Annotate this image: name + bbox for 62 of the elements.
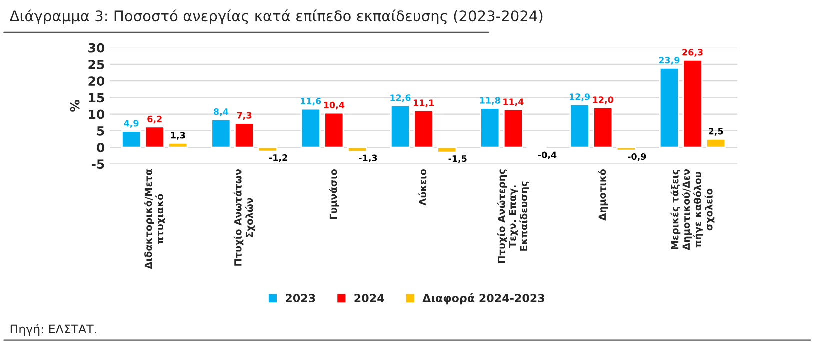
- y-tick-label: -5: [92, 160, 104, 170]
- x-tick-label: Μερικές τάξεις Δημοτικού/Δεν πήγε καθόλου σχολείο: [670, 169, 715, 251]
- data-label: 6,2: [148, 116, 162, 124]
- bar: [324, 112, 344, 148]
- bar: [593, 106, 614, 148]
- chart-title: Διάγραμμα 3: Ποσοστό ανεργίας κατά επίπεδο εκπαίδευσης (2023-2024): [10, 10, 543, 24]
- bar: [437, 146, 458, 154]
- x-tick-label: Πτυχίο Ανώτερης Τεχν. Επαγ. Εκπαίδευσης: [497, 170, 530, 264]
- data-label: 4,9: [124, 120, 139, 128]
- x-tick-label: Πτυχίο Ανωτάτων Σχολών: [234, 169, 256, 266]
- bar: [570, 104, 590, 148]
- data-label: 26,3: [682, 49, 703, 57]
- bar: [706, 138, 726, 148]
- data-label: 12,9: [570, 94, 590, 102]
- data-label: 11,1: [414, 100, 434, 108]
- x-tick-label: Δημοτικό: [598, 169, 608, 221]
- bar: [234, 122, 255, 148]
- bar: [616, 146, 636, 152]
- bar: [122, 130, 142, 148]
- bar: [390, 104, 411, 148]
- bar: [480, 108, 500, 148]
- y-axis-title: %: [70, 100, 80, 112]
- x-tick-label: Διδακτορικό/Μετα πτυχιακό: [144, 169, 166, 270]
- bar: [211, 118, 232, 148]
- y-tick-label: 25: [88, 60, 104, 70]
- bar: [659, 67, 680, 148]
- legend-label: 2024: [354, 294, 384, 302]
- data-label: 7,3: [237, 112, 252, 120]
- bar: [414, 110, 434, 148]
- bar: [300, 108, 321, 148]
- data-label: -0,9: [628, 153, 646, 162]
- data-label: 1,3: [171, 132, 186, 140]
- data-label: -1,3: [359, 154, 378, 163]
- legend-label: 2023: [286, 294, 316, 302]
- y-tick-label: 30: [88, 43, 105, 53]
- data-label: 8,4: [214, 108, 229, 116]
- bar: [144, 126, 165, 148]
- data-label: -1,2: [269, 154, 288, 162]
- data-label: 2,5: [709, 128, 724, 136]
- x-tick-label: Γυμνάσιο: [329, 169, 340, 220]
- y-tick-label: 10: [89, 110, 105, 120]
- data-label: 11,6: [301, 98, 322, 106]
- y-tick-label: 0: [97, 143, 105, 152]
- data-label: -0,4: [538, 152, 557, 160]
- bar: [168, 142, 188, 148]
- data-label: 10,4: [324, 102, 345, 110]
- bar: [258, 146, 278, 152]
- y-tick-label: 15: [89, 93, 104, 103]
- y-tick-label: 5: [97, 126, 104, 136]
- data-label: 12,0: [593, 96, 614, 104]
- bar: [682, 59, 703, 148]
- bar: [503, 108, 524, 148]
- data-label: 12,6: [390, 94, 411, 102]
- legend-label: Διαφορά 2024-2023: [422, 293, 544, 305]
- x-tick-label: Λύκειο: [418, 169, 427, 206]
- data-label: 11,8: [480, 97, 500, 105]
- data-label: -1,5: [448, 156, 467, 164]
- data-label: 23,9: [659, 57, 680, 65]
- bar: [347, 146, 368, 153]
- text: Πηγή: ΕΛΣΤΑΤ.: [10, 324, 96, 336]
- data-label: 11,4: [504, 98, 524, 106]
- y-tick-label: 20: [88, 76, 105, 86]
